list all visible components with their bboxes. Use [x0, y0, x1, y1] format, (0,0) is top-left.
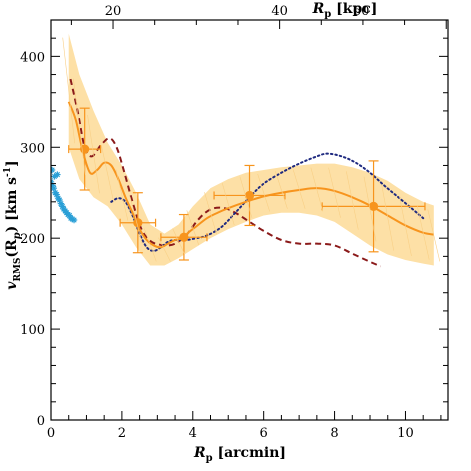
- band-hatch-line: [186, 210, 200, 246]
- band-hatch-line: [143, 228, 157, 262]
- data-points: [68, 107, 426, 261]
- x-axis-ticks: 0 2 4 6 8 10: [47, 411, 442, 441]
- band-hatch-line: [62, 37, 76, 144]
- x-tick-label: 10: [397, 426, 414, 441]
- star-point: [51, 184, 58, 192]
- band-hatch-line: [328, 167, 341, 218]
- band-hatch-line: [257, 173, 270, 212]
- star-point: [59, 203, 66, 210]
- x-tick-label: 0: [47, 426, 55, 441]
- y-axis-ticks: 0 100 200 300 400: [20, 19, 448, 429]
- star-point-glyph: [56, 196, 63, 204]
- star-point-glyph: [53, 191, 60, 198]
- star-point: [57, 200, 65, 207]
- band-hatch-line: [310, 167, 324, 212]
- star-point: [66, 212, 73, 219]
- band-hatch-line: [427, 209, 441, 262]
- top-axis-ticks: 20 40 60: [70, 4, 447, 29]
- star-point: [54, 171, 61, 178]
- y-tick-label: 300: [20, 141, 45, 156]
- star-point: [56, 196, 63, 204]
- data-point-marker: [179, 232, 189, 242]
- star-point: [51, 173, 58, 180]
- band-hatch-line: [221, 183, 235, 226]
- band-hatch-line: [158, 237, 171, 262]
- x-tick-label: 6: [260, 426, 268, 441]
- band-hatch-line: [239, 176, 253, 218]
- band-hatch-line: [399, 196, 412, 257]
- star-point-glyph: [70, 216, 78, 224]
- y-tick-label: 100: [20, 323, 45, 338]
- dotted-model-line: [110, 152, 425, 252]
- x-axis-label: Rp [arcmin]: [193, 445, 286, 464]
- y-tick-label: 0: [37, 414, 45, 429]
- y-tick-label: 200: [20, 232, 45, 247]
- band-hatch-line: [346, 171, 359, 230]
- band-hatch-line: [172, 228, 185, 255]
- top-axis-label: Rp [kpc]: [312, 1, 378, 20]
- top-tick-label: 60: [353, 4, 370, 19]
- band-hatch-line: [275, 171, 288, 209]
- star-point-glyph: [51, 182, 56, 189]
- star-point-glyph: [69, 215, 76, 223]
- band-hatch-line: [363, 176, 377, 242]
- data-point-marker: [244, 190, 255, 201]
- data-point-marker: [133, 218, 143, 228]
- band-hatch-line: [204, 192, 217, 235]
- band-hatch-line: [101, 146, 115, 203]
- x-tick-label: 8: [330, 426, 338, 441]
- x-tick-label: 4: [189, 426, 197, 441]
- top-tick-label: 40: [271, 4, 288, 19]
- star-point-glyph: [51, 173, 58, 180]
- star-point: [69, 215, 76, 223]
- y-tick-label: 400: [20, 50, 45, 65]
- top-tick-label: 20: [105, 4, 122, 19]
- star-points: [51, 166, 78, 224]
- plot-area: [51, 33, 441, 268]
- star-point-glyph: [51, 184, 58, 192]
- data-point: [119, 192, 157, 254]
- data-point-marker: [368, 201, 379, 211]
- star-point: [53, 191, 60, 198]
- band-hatch-line: [115, 169, 129, 221]
- band-hatch-line: [381, 184, 395, 251]
- star-point: [51, 166, 56, 174]
- band-hatch-line: [292, 169, 306, 209]
- star-point-glyph: [59, 203, 66, 210]
- star-point-glyph: [57, 200, 65, 207]
- star-point: [51, 182, 56, 189]
- uncertainty-band: [68, 33, 434, 266]
- star-point: [70, 216, 78, 224]
- y-axis-label: vRMS(Rp) [km s-1]: [3, 160, 23, 289]
- star-point-glyph: [66, 212, 73, 219]
- star-point-glyph: [51, 166, 56, 174]
- band-hatch-line: [129, 196, 143, 244]
- band-hatch-line: [73, 78, 86, 176]
- star-point-glyph: [54, 171, 61, 178]
- band-hatch-line: [416, 205, 430, 260]
- x-tick-label: 2: [118, 426, 126, 441]
- data-point: [321, 160, 426, 253]
- band-hatch-line: [87, 114, 100, 194]
